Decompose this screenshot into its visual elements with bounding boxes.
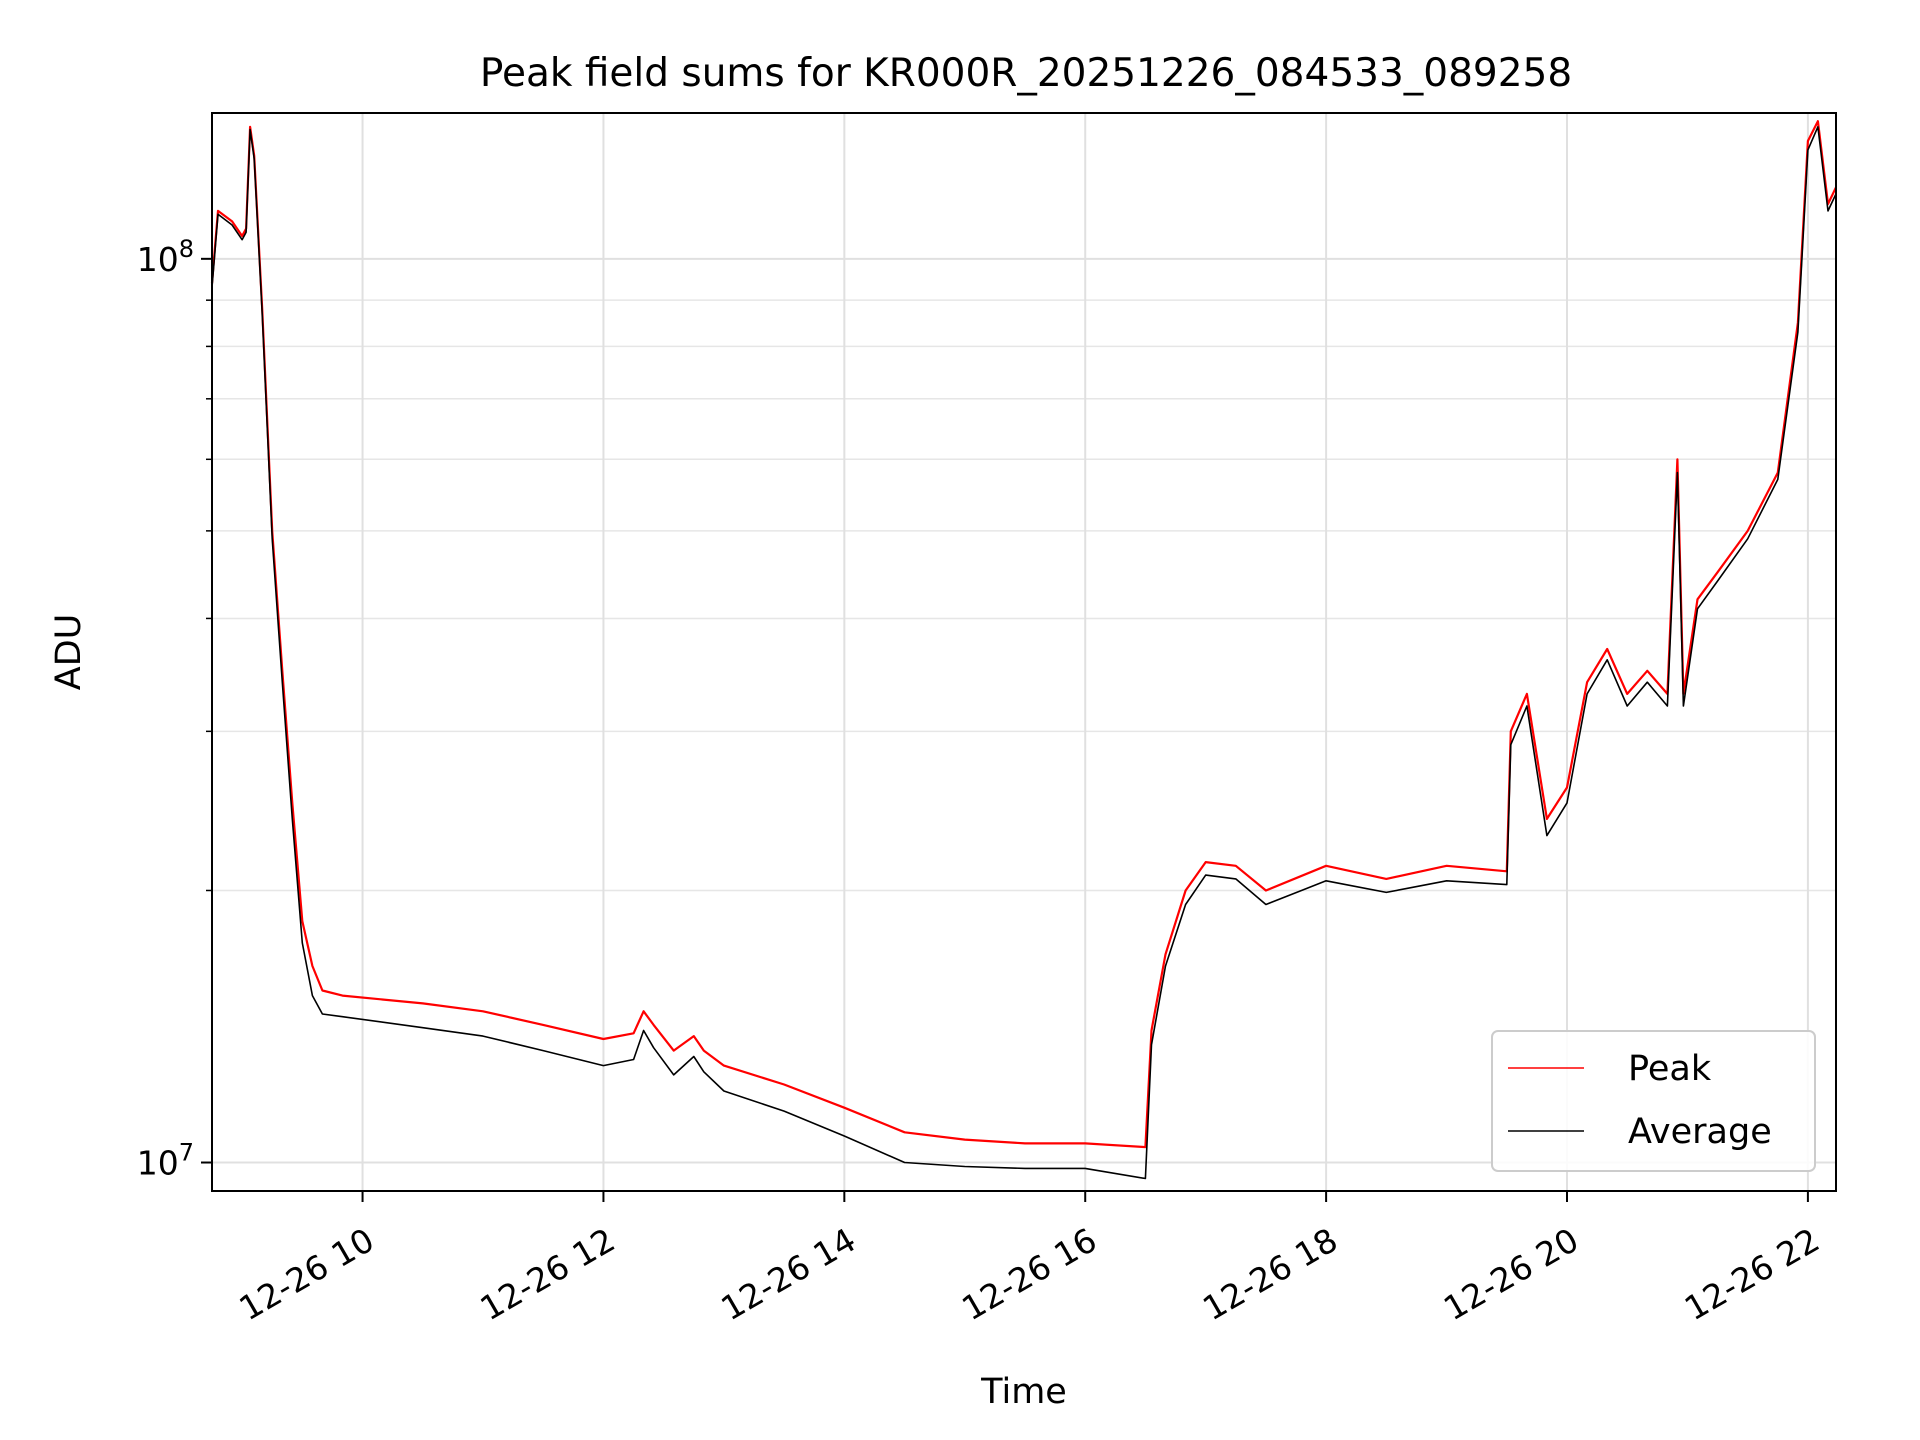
legend: Peak Average: [1491, 1030, 1816, 1172]
y-axis-label: ADU: [49, 614, 89, 691]
y-tick-label: 108: [137, 235, 194, 279]
legend-label-average: Average: [1628, 1112, 1772, 1152]
y-axis: 107 108: [137, 235, 212, 1183]
series-line-average: [211, 126, 1837, 1180]
x-axis-label: Time: [980, 1372, 1067, 1412]
legend-box: [1491, 1030, 1816, 1172]
plot-frame: [211, 112, 1837, 1192]
legend-label-peak: Peak: [1628, 1049, 1712, 1089]
series-layer: [210, 120, 1837, 1180]
grid: [212, 113, 1836, 1191]
chart-title: Peak field sums for KR000R_20251226_0845…: [480, 51, 1572, 96]
y-tick-label: 107: [137, 1139, 194, 1183]
